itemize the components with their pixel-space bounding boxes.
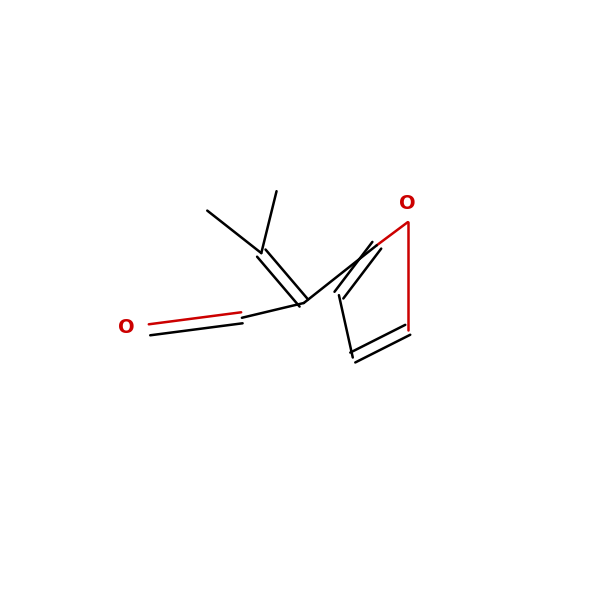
Text: O: O: [118, 318, 135, 337]
Text: O: O: [400, 194, 416, 213]
